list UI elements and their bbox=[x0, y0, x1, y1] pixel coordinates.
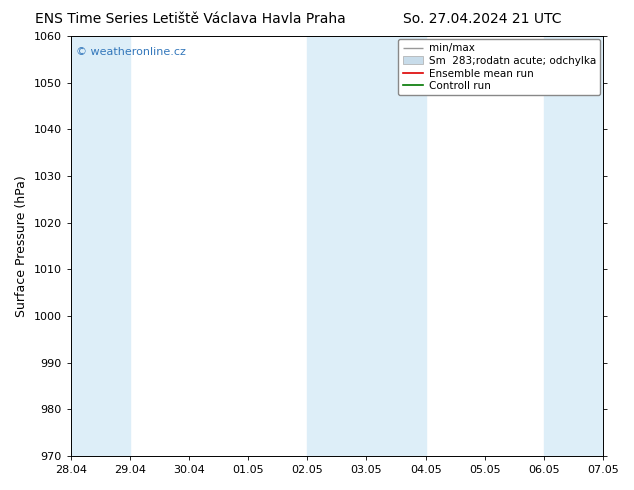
Bar bbox=[71, 36, 130, 456]
Bar bbox=[544, 36, 603, 456]
Text: So. 27.04.2024 21 UTC: So. 27.04.2024 21 UTC bbox=[403, 12, 561, 26]
Bar bbox=[307, 36, 425, 456]
Legend: min/max, Sm  283;rodatn acute; odchylka, Ensemble mean run, Controll run: min/max, Sm 283;rodatn acute; odchylka, … bbox=[398, 39, 600, 96]
Y-axis label: Surface Pressure (hPa): Surface Pressure (hPa) bbox=[15, 175, 28, 317]
Text: © weatheronline.cz: © weatheronline.cz bbox=[76, 47, 186, 57]
Text: ENS Time Series Letiště Václava Havla Praha: ENS Time Series Letiště Václava Havla Pr… bbox=[35, 12, 346, 26]
